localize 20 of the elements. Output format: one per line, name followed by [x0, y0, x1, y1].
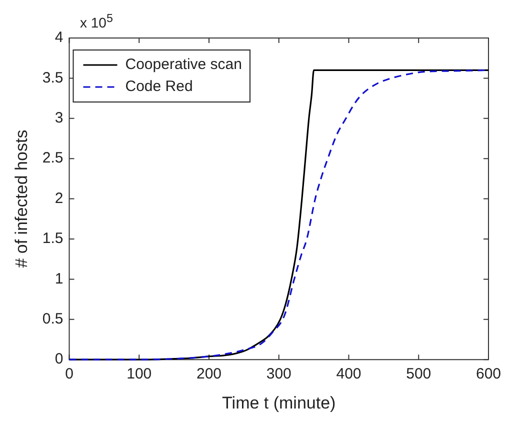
y-tick-label: 0.5 [42, 310, 64, 328]
y-axis-title: # of infected hosts [12, 130, 31, 268]
text: x 10$^{5}$ [80, 12, 113, 31]
x-tick-label: 400 [336, 366, 362, 383]
y-tick-label: 3.5 [42, 69, 64, 86]
legend-label: Code Red [125, 78, 193, 96]
y-tick-label: 2.5 [42, 150, 64, 167]
y-tick-label: 0 [54, 350, 64, 368]
y-tick-label: 3 [54, 110, 64, 127]
y-tick-label: 2 [54, 190, 64, 207]
x-tick-label: 300 [266, 366, 292, 383]
x-tick-label: 100 [126, 366, 152, 383]
y-tick-label: 1 [54, 270, 64, 288]
x-tick-label: 500 [406, 366, 432, 383]
legend-label: Cooperative scan [125, 56, 242, 74]
x-tick-label: 600 [476, 366, 501, 383]
x-tick-label: 200 [196, 366, 222, 383]
y-tick-label: 4 [54, 29, 64, 46]
x-axis-title: Time t (minute) [222, 393, 336, 412]
y-tick-label: 1.5 [42, 230, 64, 248]
